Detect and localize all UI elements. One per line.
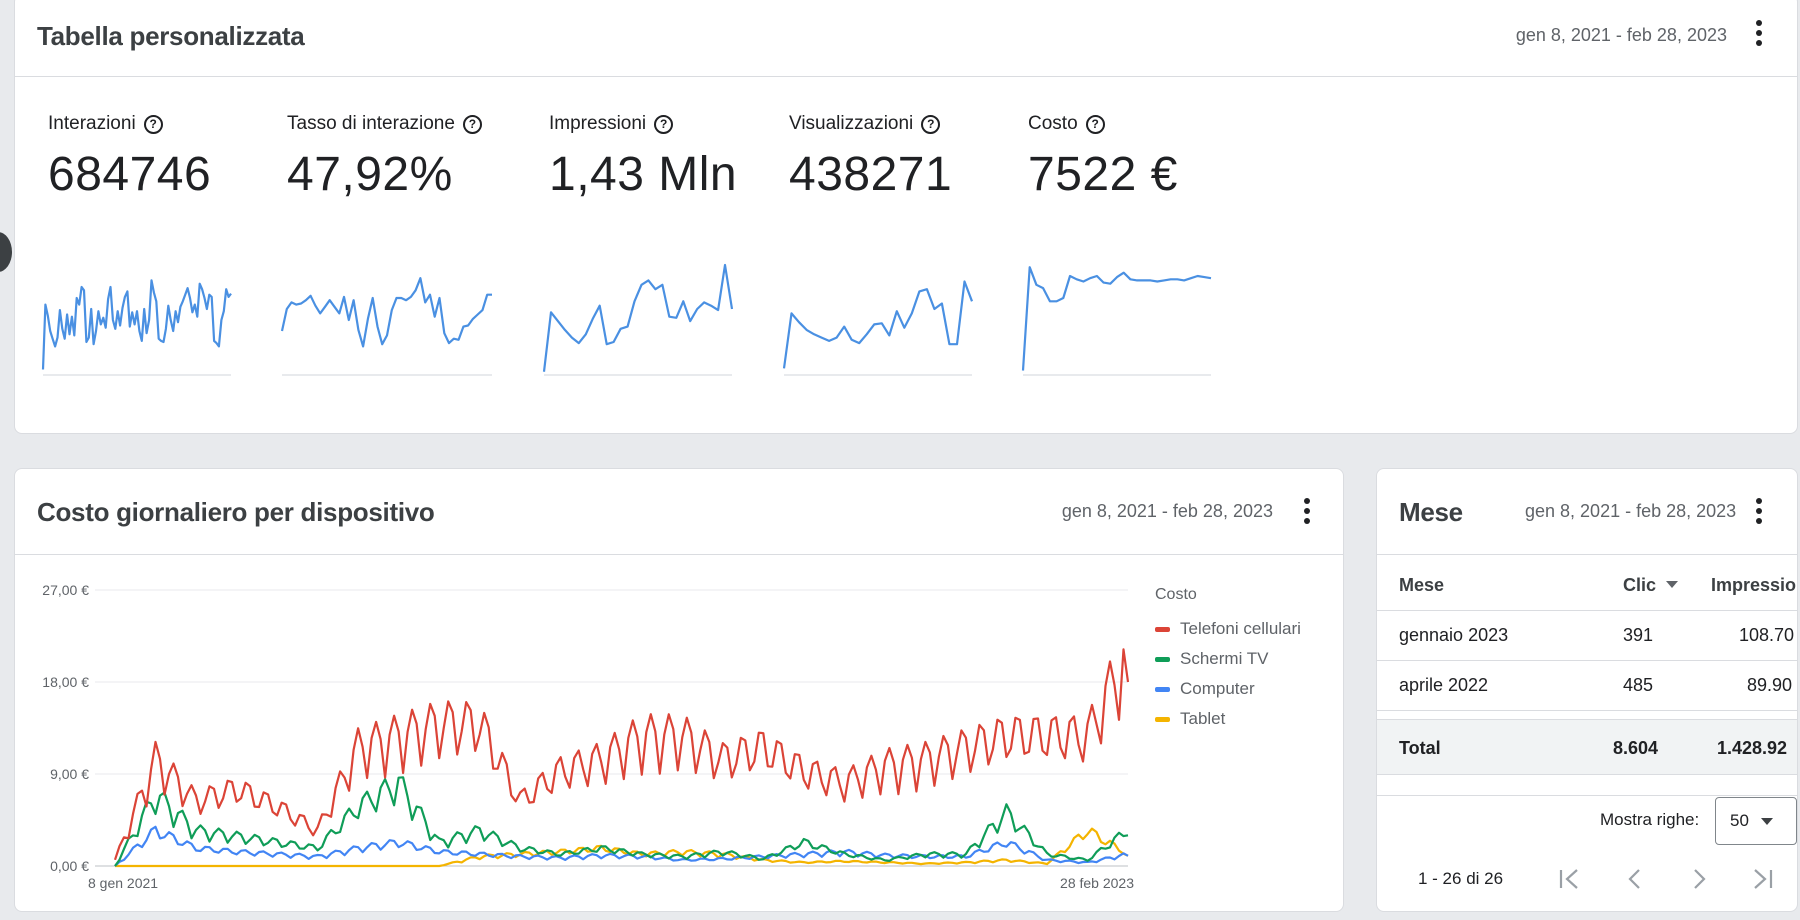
- sparkline-path: [1021, 266, 1212, 371]
- total-label: Total: [1399, 738, 1441, 758]
- device-cost-header: Costo giornaliero per dispositivo gen 8,…: [15, 469, 1343, 555]
- legend-label: Schermi TV: [1180, 649, 1269, 668]
- previous-page-icon[interactable]: [1618, 862, 1652, 896]
- y-tick-label: 27,00 €: [42, 582, 89, 598]
- help-icon[interactable]: ?: [654, 114, 674, 134]
- metric-impressions: Impressioni? 1,43 Mln: [549, 113, 737, 202]
- metric-interactions: Interazioni? 684746: [48, 113, 211, 202]
- y-tick-label: 18,00 €: [42, 674, 89, 690]
- table-header-row: Mese Clic Impressio: [1377, 555, 1797, 611]
- sort-descending-icon: [1666, 580, 1679, 588]
- device-cost-card: Costo giornaliero per dispositivo gen 8,…: [14, 468, 1344, 912]
- legend-swatch: [1155, 686, 1170, 692]
- rows-per-page-label: Mostra righe:: [1600, 810, 1700, 829]
- series-line-tablet: [115, 827, 1129, 868]
- metric-cost: Costo? 7522 €: [1028, 113, 1178, 202]
- sparkline-path: [542, 263, 734, 372]
- column-header-label: Clic: [1623, 575, 1657, 595]
- custom-table-card: Tabella personalizzata gen 8, 2021 - feb…: [14, 0, 1798, 434]
- metric-label: Tasso di interazione: [287, 113, 455, 134]
- x-tick-label: 8 gen 2021: [88, 875, 158, 891]
- table-footer-divider: [1377, 795, 1797, 796]
- cell-month: gennaio 2023: [1399, 625, 1509, 645]
- pagination-info: 1 - 26 di 26: [1418, 869, 1504, 888]
- y-tick-label: 0,00 €: [50, 858, 89, 874]
- table-row[interactable]: gennaio 2023 391 108.70: [1377, 611, 1797, 661]
- legend-item-computer[interactable]: Computer: [1155, 674, 1301, 704]
- chevron-down-icon: [1760, 817, 1773, 825]
- legend-swatch: [1155, 656, 1170, 662]
- custom-table-menu-icon[interactable]: [1743, 17, 1775, 49]
- metric-value: 7522 €: [1028, 148, 1178, 201]
- total-impressions: 1.428.92: [1717, 738, 1788, 758]
- legend-title: Costo: [1155, 586, 1197, 603]
- cell-impressions: 89.90: [1747, 675, 1793, 695]
- chart-legend: Costo Telefoni cellulari Schermi TV Comp…: [1155, 586, 1301, 734]
- rows-per-page-value: 50: [1730, 811, 1749, 830]
- column-header-month[interactable]: Mese: [1399, 575, 1445, 595]
- cell-clicks: 391: [1623, 625, 1654, 645]
- sparkline-interactions: [41, 279, 232, 376]
- device-cost-date-range[interactable]: gen 8, 2021 - feb 28, 2023: [1061, 501, 1273, 521]
- table-row[interactable]: aprile 2022 485 89.90: [1377, 661, 1797, 711]
- metric-value: 684746: [48, 148, 212, 201]
- sparkline-path: [782, 280, 974, 369]
- collapse-handle-icon[interactable]: [0, 232, 12, 272]
- next-page-icon[interactable]: [1682, 862, 1716, 896]
- device-cost-chart: 27,00 € 18,00 € 9,00 € 0,00 €8 gen 2021 28 f…: [42, 582, 1134, 891]
- cell-clicks: 485: [1623, 675, 1654, 695]
- month-table-menu-icon[interactable]: [1743, 495, 1775, 527]
- legend-item-mobile[interactable]: Telefoni cellulari: [1155, 614, 1301, 644]
- help-icon[interactable]: ?: [1085, 114, 1105, 134]
- sparkline-path: [280, 277, 492, 348]
- cell-impressions: 108.70: [1739, 625, 1795, 645]
- device-cost-title: Costo giornaliero per dispositivo: [37, 497, 435, 527]
- custom-table-title: Tabella personalizzata: [37, 21, 305, 51]
- month-table-header: Mese gen 8, 2021 - feb 28, 2023: [1377, 469, 1797, 555]
- sparkline-cost: [1021, 266, 1212, 376]
- column-header-clicks[interactable]: Clic: [1623, 575, 1679, 596]
- sparkline-views: [782, 280, 974, 376]
- metric-label: Costo: [1028, 113, 1078, 134]
- total-clicks: 8.604: [1613, 738, 1659, 758]
- series-line-computer: [114, 825, 1129, 867]
- legend-label: Computer: [1180, 679, 1255, 698]
- metric-value: 47,92%: [287, 148, 453, 201]
- metric-label: Impressioni: [549, 113, 647, 134]
- help-icon[interactable]: ?: [143, 114, 163, 134]
- series-line-schermi-tv: [114, 776, 1129, 867]
- metric-value: 1,43 Mln: [549, 148, 738, 201]
- table-total-row: Total 8.604 1.428.92: [1377, 719, 1797, 775]
- series-line-telefoni-cellulari: [113, 648, 1130, 861]
- metric-value: 438271: [789, 148, 953, 201]
- device-cost-menu-icon[interactable]: [1291, 495, 1323, 527]
- y-tick-label: 9,00 €: [50, 766, 89, 782]
- sparkline-impressions: [542, 263, 734, 376]
- first-page-icon[interactable]: [1552, 862, 1586, 896]
- month-table-date-range[interactable]: gen 8, 2021 - feb 28, 2023: [1525, 501, 1737, 521]
- metric-label: Visualizzazioni: [789, 113, 914, 134]
- last-page-icon[interactable]: [1746, 862, 1780, 896]
- sparkline-interaction-rate: [280, 277, 492, 376]
- month-table-title: Mese: [1399, 497, 1463, 527]
- legend-item-tablet[interactable]: Tablet: [1155, 704, 1301, 734]
- sparkline-path: [41, 279, 232, 370]
- cell-month: aprile 2022: [1399, 675, 1489, 695]
- help-icon[interactable]: ?: [921, 114, 941, 134]
- help-icon[interactable]: ?: [462, 114, 482, 134]
- x-tick-label: 28 feb 2023: [1060, 875, 1134, 891]
- legend-label: Tablet: [1180, 709, 1226, 728]
- custom-table-header: Tabella personalizzata gen 8, 2021 - feb…: [15, 0, 1797, 77]
- column-header-impressions[interactable]: Impressio: [1711, 575, 1797, 595]
- metric-interaction-rate: Tasso di interazione? 47,92%: [287, 113, 482, 202]
- legend-label: Telefoni cellulari: [1180, 619, 1301, 638]
- legend-swatch: [1155, 716, 1170, 722]
- rows-per-page-select[interactable]: 50: [1715, 797, 1797, 845]
- legend-swatch: [1155, 626, 1170, 632]
- metric-label: Interazioni: [48, 113, 136, 134]
- custom-table-date-range[interactable]: gen 8, 2021 - feb 28, 2023: [1515, 25, 1727, 45]
- legend-item-tv[interactable]: Schermi TV: [1155, 644, 1301, 674]
- metric-views: Visualizzazioni? 438271: [789, 113, 952, 202]
- month-table-card: Mese gen 8, 2021 - feb 28, 2023 Mese Cli…: [1376, 468, 1798, 912]
